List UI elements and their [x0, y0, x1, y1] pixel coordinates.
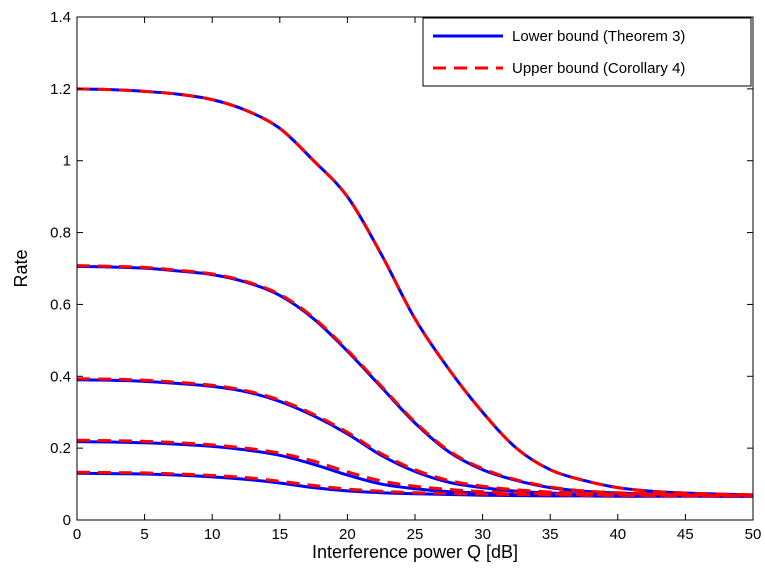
lower-bound-line-2	[76, 264, 754, 498]
x-tick-label: 30	[474, 526, 491, 543]
x-tick-label: 25	[407, 526, 424, 543]
series-layer	[76, 87, 754, 498]
x-axis-label: Interference power Q [dB]	[312, 542, 518, 562]
upper-bound-line-4	[76, 438, 754, 498]
x-tick-label: 0	[73, 526, 81, 543]
y-tick-label: 0.2	[50, 440, 71, 457]
x-tick-label: 5	[140, 526, 148, 543]
ticks-layer: 0 5 10 15 20 25 30 35 40 45 50 0 0.2 0.4 0.6 0.8 1 1.2 1.4	[50, 9, 761, 543]
legend-box	[422, 17, 752, 87]
x-tick-label: 35	[542, 526, 559, 543]
y-tick-label: 1	[63, 153, 71, 170]
lower-bound-line-4	[76, 440, 754, 498]
x-tick-label: 50	[745, 526, 762, 543]
y-tick-label: 0.8	[50, 225, 71, 242]
lower-bound-line-1	[76, 87, 754, 497]
x-tick-label: 40	[609, 526, 626, 543]
legend-label-upper-bound: Upper bound (Corollary 4)	[512, 60, 685, 77]
x-tick-label: 15	[271, 526, 288, 543]
y-tick-label: 1.2	[50, 81, 71, 98]
upper-bound-line-3	[76, 377, 754, 498]
x-tick-label: 10	[204, 526, 221, 543]
legend: Lower bound (Theorem 3) Upper bound (Cor…	[422, 17, 752, 87]
legend-label-lower-bound: Lower bound (Theorem 3)	[512, 28, 685, 45]
lower-bound-line-3	[76, 378, 754, 498]
y-axis-label: Rate	[11, 249, 31, 287]
y-tick-label: 1.4	[50, 9, 71, 26]
upper-bound-line-5	[76, 470, 754, 498]
upper-bound-line-2	[76, 264, 754, 497]
x-tick-label: 20	[339, 526, 356, 543]
y-tick-label: 0	[63, 512, 71, 529]
x-tick-label: 45	[677, 526, 694, 543]
y-tick-label: 0.4	[50, 368, 71, 385]
upper-bound-line-1	[76, 87, 754, 497]
y-tick-label: 0.6	[50, 296, 71, 313]
